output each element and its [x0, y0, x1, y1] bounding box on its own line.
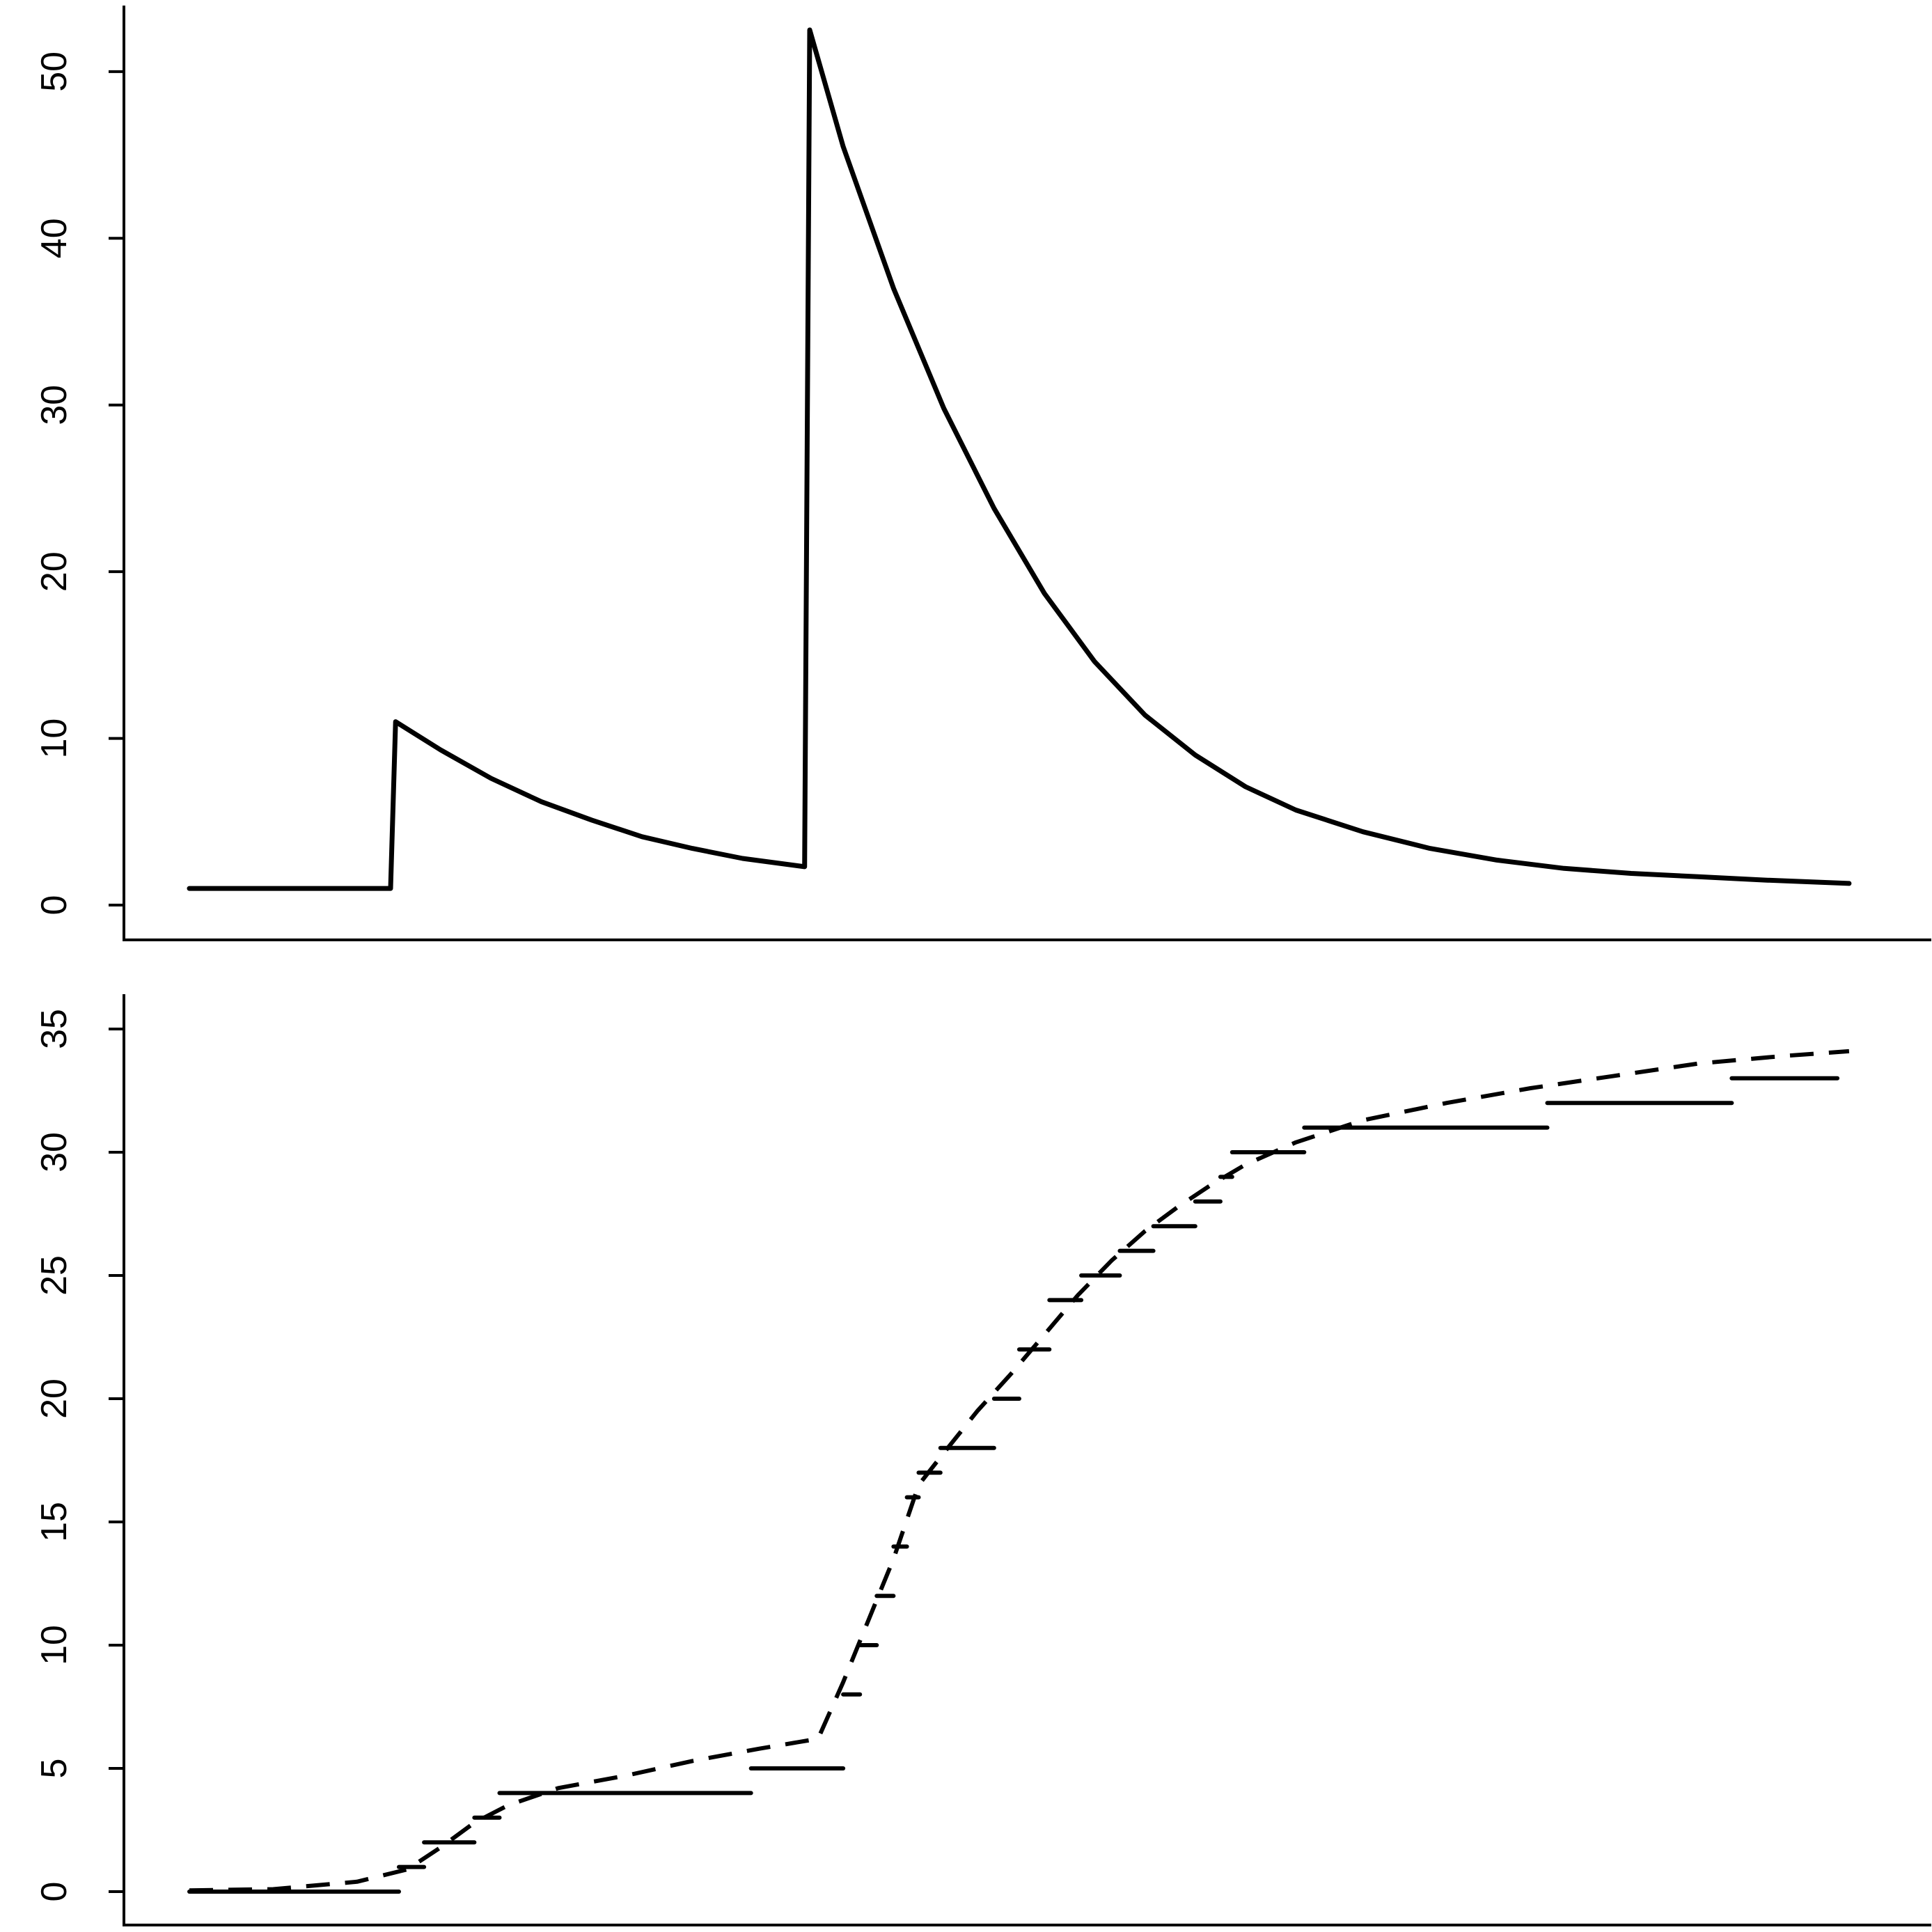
top-axis-frame	[123, 6, 1931, 941]
bottom-axis-frame	[123, 994, 1931, 1926]
top-y-tick-label-30: 30	[34, 385, 74, 425]
bottom-series-1-line	[189, 1049, 1850, 1893]
top-y-tick-label-40: 40	[34, 218, 74, 258]
bottom-y-tick-label-25: 25	[34, 1255, 74, 1296]
top-y-tick-label-50: 50	[34, 52, 74, 92]
bottom-y-tick-label-30: 30	[34, 1132, 74, 1172]
bottom-y-tick-label-5: 5	[34, 1759, 74, 1779]
top-plot-area	[187, 27, 1852, 891]
top-y-ticks: 0 10 20 30 40 50	[34, 52, 124, 915]
top-series-0-line	[187, 27, 1852, 891]
bottom-y-tick-label-15: 15	[34, 1502, 74, 1542]
bottom-plot-area	[187, 1049, 1850, 1894]
top-y-tick-label-20: 20	[34, 551, 74, 592]
bottom-y-tick-label-35: 35	[34, 1009, 74, 1049]
top-panel: 0 10 20 30 40 50	[34, 6, 1931, 941]
bottom-y-tick-label-20: 20	[34, 1379, 74, 1419]
bottom-y-tick-label-10: 10	[34, 1625, 74, 1665]
top-y-tick-label-10: 10	[34, 718, 74, 759]
bottom-panel: 0 5 10 15 20 25 30 35	[34, 994, 1931, 1926]
bottom-y-tick-label-0: 0	[34, 1882, 74, 1902]
bottom-y-ticks: 0 5 10 15 20 25 30 35	[34, 1009, 124, 1901]
top-y-tick-label-0: 0	[34, 895, 74, 916]
